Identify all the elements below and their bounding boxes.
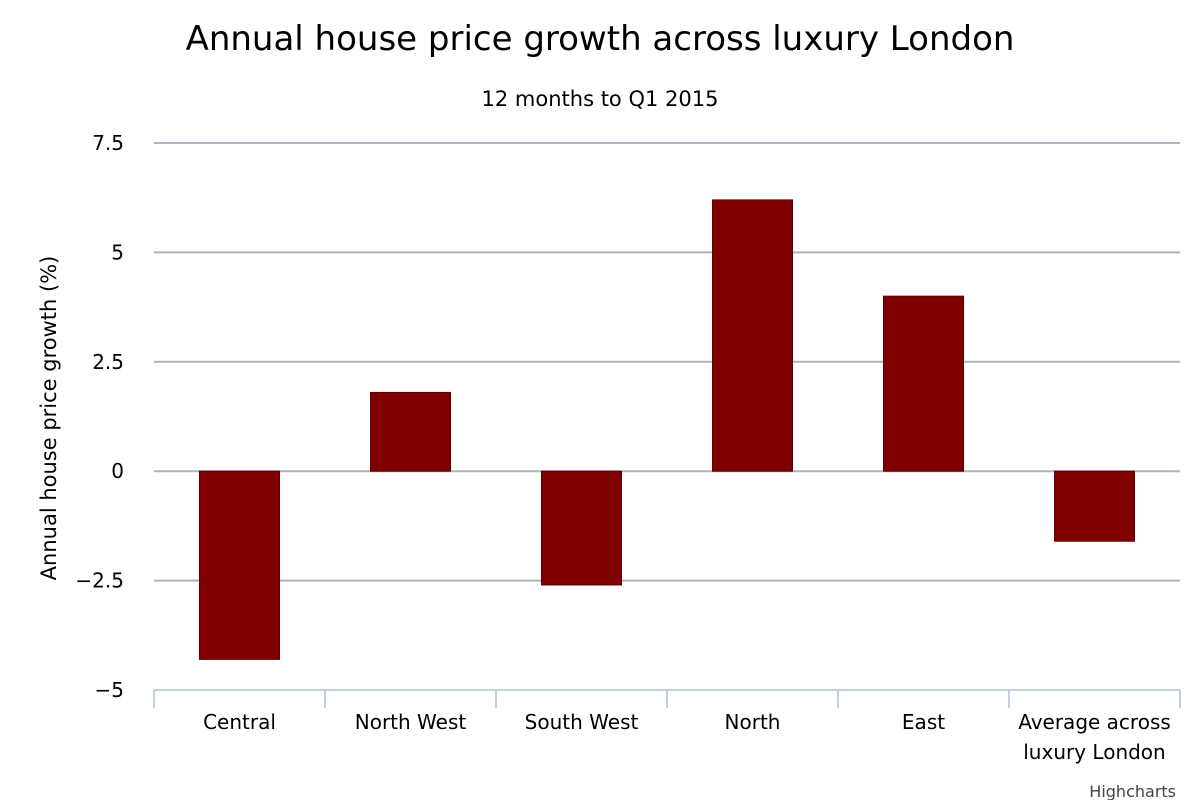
y-tick-label: −2.5: [75, 569, 124, 593]
y-tick-label: 0: [111, 459, 124, 483]
y-axis-title: Annual house price growth (%): [37, 256, 61, 581]
x-tick-label: North West: [355, 710, 467, 734]
y-tick-label: 5: [111, 240, 124, 264]
x-tick-label: North: [725, 710, 781, 734]
y-axis-tick-labels: 7.5 5 2.5 0 −2.5 −5: [75, 131, 124, 702]
x-tick-label: South West: [525, 710, 639, 734]
x-tick-label: Average across luxury London: [1018, 710, 1171, 764]
x-tick-label: East: [902, 710, 945, 734]
chart-title: Annual house price growth across luxury …: [186, 19, 1015, 59]
highcharts-credits[interactable]: Highcharts: [1089, 782, 1176, 801]
x-tick-label: Central: [203, 710, 276, 734]
x-axis: Central North West South West North East Aver…: [153, 689, 1181, 764]
y-tick-label: −5: [95, 678, 124, 702]
gridlines: [154, 142, 1180, 582]
bar[interactable]: [199, 470, 280, 660]
bar[interactable]: [541, 470, 622, 586]
bar[interactable]: [1054, 470, 1135, 542]
bar[interactable]: [370, 391, 451, 472]
bar-series: [199, 199, 1135, 660]
bar[interactable]: [883, 295, 964, 472]
bar[interactable]: [712, 199, 793, 472]
y-tick-label: 2.5: [92, 350, 124, 374]
y-tick-label: 7.5: [92, 131, 124, 155]
chart-subtitle: 12 months to Q1 2015: [482, 87, 719, 111]
